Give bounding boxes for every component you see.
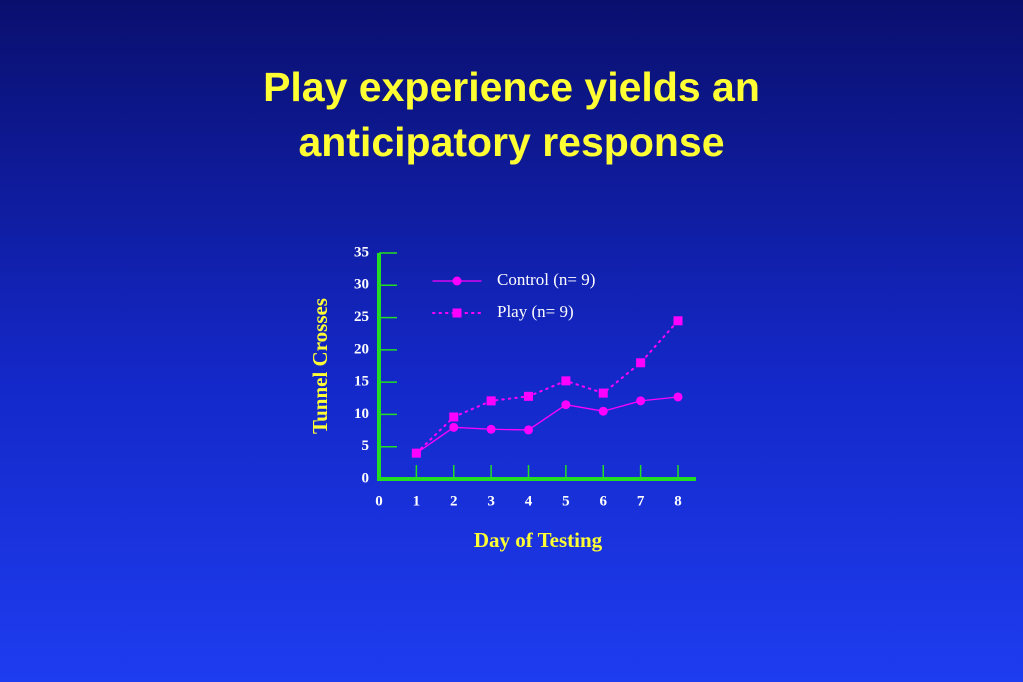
x-tick-label: 1 <box>413 493 421 509</box>
y-tick-label: 0 <box>362 470 370 486</box>
series-line <box>415 319 679 455</box>
slide-title: Play experience yields an anticipatory r… <box>263 64 760 165</box>
x-tick-label: 5 <box>562 493 570 509</box>
y-tick-label: 15 <box>354 374 369 390</box>
x-tick-label: 0 <box>375 493 383 509</box>
legend-marker <box>452 308 462 318</box>
data-point <box>449 422 459 432</box>
x-axis-label: Day of Testing <box>474 528 603 552</box>
data-point <box>561 376 571 386</box>
data-point <box>561 400 571 410</box>
data-point <box>449 412 459 422</box>
legend-marker <box>452 276 462 286</box>
y-tick-label: 10 <box>354 406 369 422</box>
x-tick-label: 7 <box>637 493 645 509</box>
data-point <box>598 406 608 416</box>
data-point <box>486 424 496 434</box>
data-point <box>524 425 533 435</box>
data-point <box>673 392 683 402</box>
x-tick-label: 2 <box>450 493 458 509</box>
x-tick-label: 3 <box>487 493 495 509</box>
data-point <box>636 358 646 368</box>
y-axis-label: Tunnel Crosses <box>308 298 332 434</box>
y-tick-label: 5 <box>362 438 370 454</box>
series-line <box>415 396 679 454</box>
data-point <box>411 448 421 458</box>
x-tick-label: 8 <box>674 493 682 509</box>
x-tick-label: 4 <box>525 493 533 509</box>
x-tick-label: 6 <box>600 493 608 509</box>
y-tick-label: 35 <box>354 244 369 260</box>
legend-label: Control (n= 9) <box>497 270 595 289</box>
data-point <box>598 388 608 398</box>
title-box: Play experience yields an anticipatory r… <box>0 60 1023 170</box>
data-point <box>486 396 496 406</box>
data-point <box>636 396 646 406</box>
legend-label: Play (n= 9) <box>497 302 574 321</box>
data-point <box>673 316 683 326</box>
y-tick-label: 30 <box>354 277 369 293</box>
data-point <box>524 391 533 401</box>
y-tick-label: 20 <box>354 341 369 357</box>
y-tick-label: 25 <box>354 309 369 325</box>
